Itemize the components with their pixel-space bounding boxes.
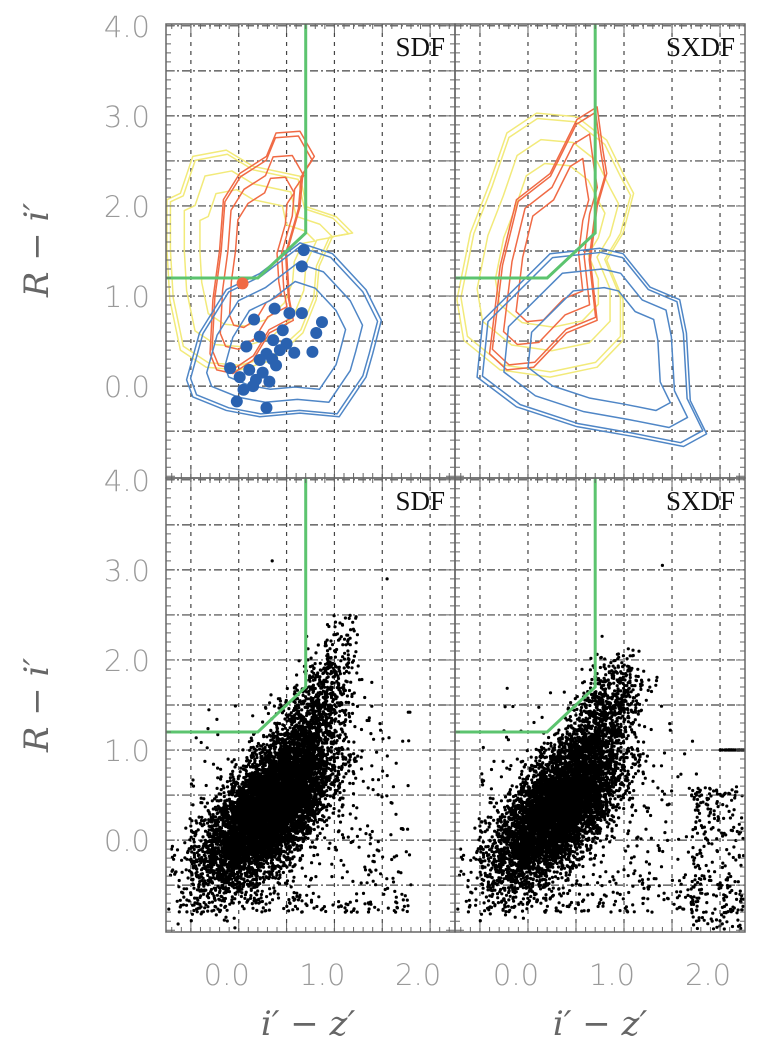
yellow-contour: [476, 138, 620, 352]
blue-data-point: [267, 334, 280, 347]
blue-data-point: [266, 353, 279, 366]
blue-data-point: [295, 260, 308, 273]
red-contour: [211, 135, 313, 370]
red-data-point: [236, 277, 249, 290]
panel-label: SDF: [395, 32, 445, 62]
y-tick-label: 3.0: [104, 554, 150, 588]
blue-contour: [205, 262, 364, 404]
x-tick-label: 2.0: [395, 958, 441, 992]
blue-data-point: [260, 401, 273, 414]
y-tick-label: 3.0: [104, 100, 150, 134]
blue-contour: [476, 247, 708, 448]
blue-data-point: [315, 316, 328, 329]
panel-sxdf-bottom: SXDF: [454, 477, 746, 933]
blue-data-point: [263, 375, 276, 388]
x-axis-title-left: i′ − z′: [261, 1004, 356, 1044]
blue-data-point: [306, 345, 319, 358]
y-tick-label: 2.0: [104, 190, 150, 224]
y-tick-label: 4.0: [104, 10, 150, 44]
blue-data-point: [276, 324, 289, 337]
blue-data-point: [240, 340, 253, 353]
scatter-points: [456, 563, 745, 931]
selection-boundary-line: [455, 24, 597, 280]
blue-data-point: [230, 395, 243, 408]
yellow-contour: [494, 162, 606, 328]
blue-data-point: [288, 346, 301, 359]
panels: SDF SXDF SDF SXDF: [165, 23, 746, 933]
axis-ticks: [166, 478, 455, 932]
panel-sxdf-top: SXDF: [454, 23, 746, 479]
x-tick-label: 0.0: [493, 958, 539, 992]
blue-data-point: [253, 353, 266, 366]
tick-labels: 4.0 3.0 2.0 1.0 0.0 4.0 3.0 2.0 1.0 0.0 0.0 1.0 2.0 0…: [104, 10, 731, 992]
blue-data-point: [247, 380, 260, 393]
x-axis-title-right: i′ − z′: [553, 1004, 648, 1044]
red-contour: [515, 157, 590, 323]
yellow-contour: [183, 170, 334, 348]
x-tick-label: 2.0: [685, 958, 731, 992]
axis-ticks: [455, 478, 745, 932]
y-axis-title-top: R − i′: [17, 203, 57, 299]
panel-sdf-bottom: SDF: [165, 477, 456, 933]
selection-boundary-line: [455, 478, 597, 734]
y-tick-label: 4.0: [104, 464, 150, 498]
selection-boundary-line: [166, 24, 308, 280]
y-tick-label: 0.0: [104, 824, 150, 858]
yellow-contour: [456, 112, 635, 378]
panel-label: SXDF: [666, 486, 735, 516]
plot-area: [455, 478, 745, 932]
red-contour: [491, 111, 606, 366]
scatter-points: [167, 559, 413, 930]
blue-data-point: [256, 366, 269, 379]
y-axis-title-bottom: R − i′: [17, 658, 57, 754]
blue-data-point: [224, 362, 237, 375]
plot-area: [166, 24, 455, 478]
panel-sdf-top: SDF: [165, 23, 456, 479]
y-tick-label: 0.0: [104, 370, 150, 404]
axis-ticks: [455, 24, 745, 478]
blue-data-point: [295, 307, 308, 320]
x-tick-label: 1.0: [589, 958, 635, 992]
selection-boundary-line: [166, 478, 308, 734]
blue-data-point: [283, 307, 296, 320]
red-contour: [488, 106, 608, 371]
x-tick-label: 1.0: [299, 958, 345, 992]
blue-contour: [527, 286, 672, 412]
blue-data-point: [268, 302, 281, 315]
blue-data-point: [248, 313, 261, 326]
blue-data-point: [273, 344, 286, 357]
plot-area: [455, 24, 745, 478]
blue-data-point: [253, 330, 266, 343]
y-tick-label: 1.0: [104, 734, 150, 768]
axis-ticks: [166, 24, 455, 478]
panel-label: SXDF: [666, 32, 735, 62]
blue-contour: [224, 280, 347, 391]
yellow-contour: [460, 117, 632, 373]
blue-data-point: [297, 244, 310, 257]
blue-data-point: [243, 363, 256, 376]
plot-area: [166, 478, 455, 932]
blue-data-point: [233, 371, 246, 384]
blue-contour: [503, 268, 689, 429]
y-tick-label: 1.0: [104, 280, 150, 314]
y-tick-label: 2.0: [104, 644, 150, 678]
red-contour: [502, 133, 599, 346]
panel-label: SDF: [395, 486, 445, 516]
blue-data-point: [237, 383, 250, 396]
blue-contour: [481, 251, 704, 444]
yellow-contour: [169, 153, 350, 367]
blue-data-point: [310, 326, 323, 339]
x-tick-label: 0.0: [204, 958, 250, 992]
